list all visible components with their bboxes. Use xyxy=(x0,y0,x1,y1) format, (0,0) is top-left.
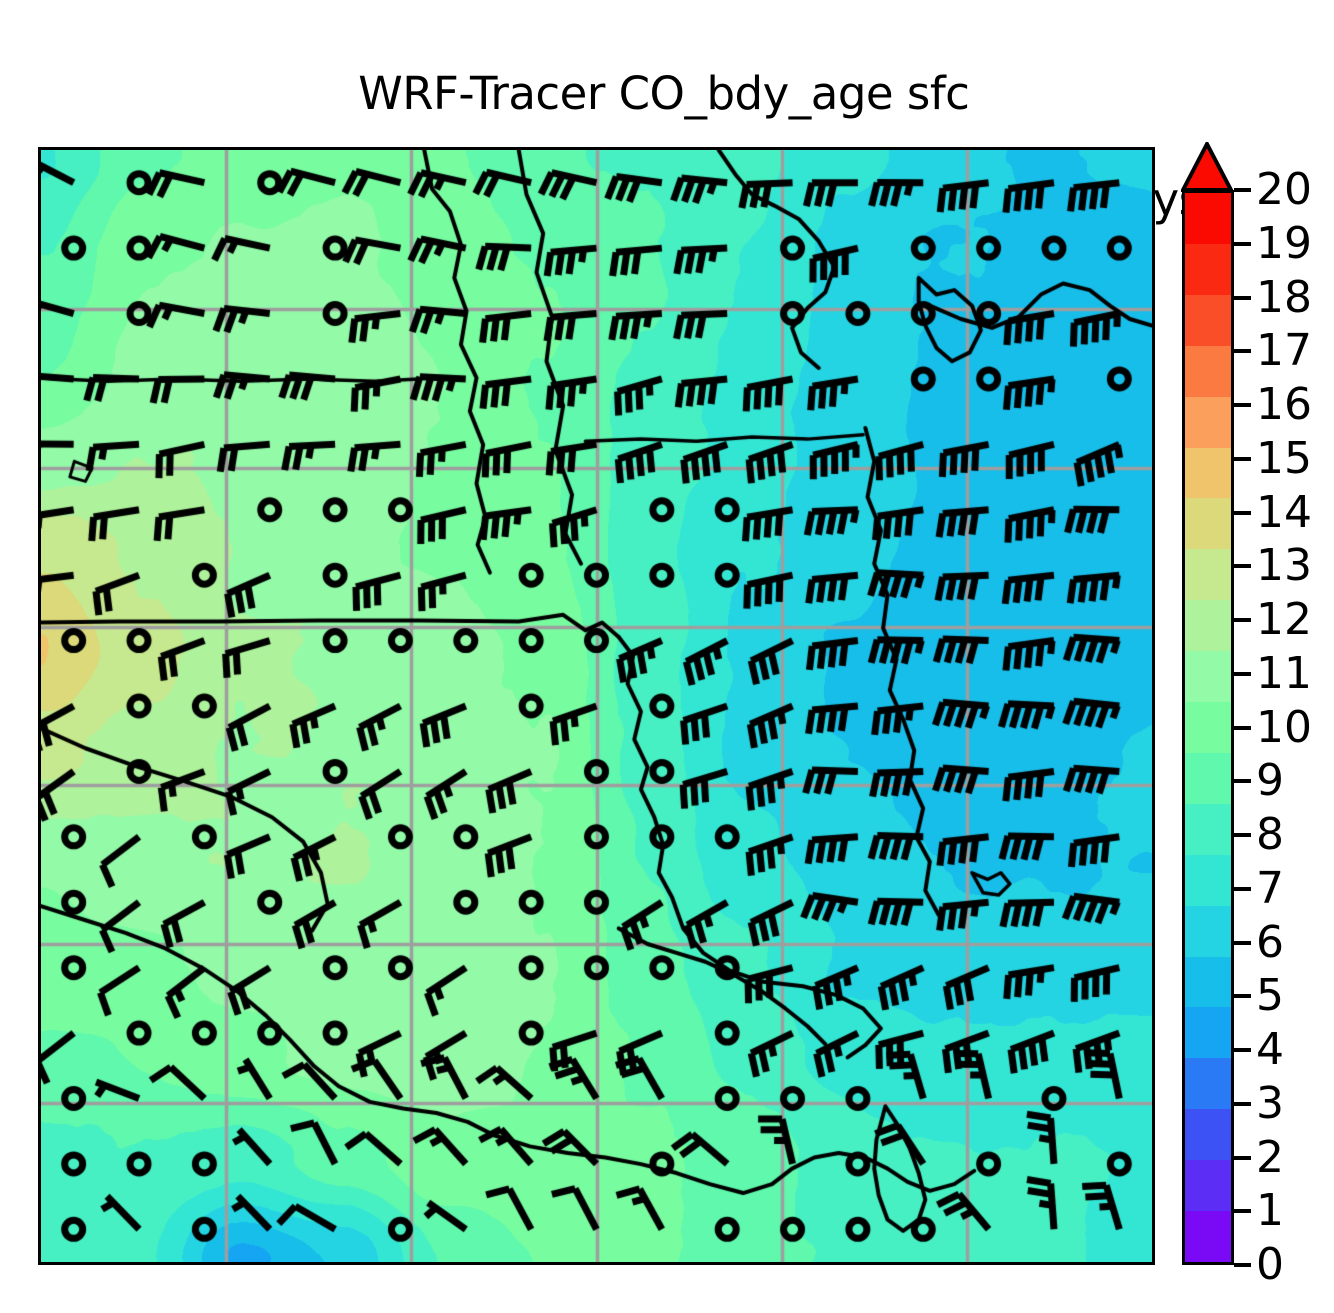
map-overlays-wind-barbs-and-borders xyxy=(41,150,1152,1262)
colorbar-tick-1 xyxy=(1234,1209,1251,1214)
colorbar-label-7: 7 xyxy=(1256,862,1284,914)
map-plot-area xyxy=(38,147,1155,1265)
colorbar-tick-3 xyxy=(1234,1101,1251,1106)
colorbar-tick-18 xyxy=(1234,295,1251,300)
colorbar-tick-4 xyxy=(1234,1048,1251,1052)
colorbar-label-6: 6 xyxy=(1256,916,1284,968)
colorbar-tick-14 xyxy=(1234,510,1251,515)
colorbar-label-8: 8 xyxy=(1256,809,1284,860)
colorbar-label-4: 4 xyxy=(1256,1024,1284,1075)
colorbar-tick-marks xyxy=(1234,188,1264,1267)
colorbar-tick-8 xyxy=(1234,833,1251,837)
colorbar-tick-16 xyxy=(1234,403,1251,407)
colorbar-label-19: 19 xyxy=(1256,217,1312,269)
colorbar-label-1: 1 xyxy=(1256,1185,1284,1237)
colorbar-band-11 xyxy=(1185,651,1231,703)
colorbar-label-9: 9 xyxy=(1256,755,1284,807)
colorbar-band-13 xyxy=(1185,549,1231,601)
colorbar-label-2: 2 xyxy=(1256,1131,1284,1183)
colorbar-tick-labels: 0 1 2 3 4 5 6 7 8 9 10 11 12 13 14 15 16 17 18 19 20 xyxy=(1256,168,1334,1287)
colorbar-tick-11 xyxy=(1234,671,1251,676)
title-line-1: WRF-Tracer CO_bdy_age sfc xyxy=(358,67,970,121)
colorbar-label-13: 13 xyxy=(1256,540,1312,592)
colorbar-tick-19 xyxy=(1234,241,1251,246)
colorbar-tick-9 xyxy=(1234,779,1251,784)
colorbar-label-5: 5 xyxy=(1256,970,1284,1022)
colorbar-tick-10 xyxy=(1234,725,1251,730)
colorbar-band-14 xyxy=(1185,498,1231,550)
colorbar-band-17 xyxy=(1185,345,1231,397)
colorbar-band-16 xyxy=(1185,396,1231,448)
colorbar-tick-6 xyxy=(1234,940,1251,945)
colorbar-label-10: 10 xyxy=(1256,701,1312,753)
colorbar-tick-5 xyxy=(1234,994,1251,999)
colorbar-tick-15 xyxy=(1234,456,1251,461)
colorbar-band-0 xyxy=(1185,1211,1231,1262)
colorbar-band-19 xyxy=(1185,243,1231,295)
colorbar-band-10 xyxy=(1185,702,1231,753)
colorbar-label-17: 17 xyxy=(1256,325,1312,377)
colorbar-band-6 xyxy=(1185,905,1231,957)
colorbar-tick-0 xyxy=(1234,1263,1251,1267)
colorbar-band-8 xyxy=(1185,803,1231,855)
colorbar-band-2 xyxy=(1185,1109,1231,1161)
colorbar-over-range-arrow-icon xyxy=(1181,142,1233,192)
colorbar-band-20 xyxy=(1185,192,1231,244)
colorbar-band-3 xyxy=(1185,1058,1231,1110)
colorbar-band-12 xyxy=(1185,600,1231,652)
colorbar-band-5 xyxy=(1185,956,1231,1008)
colorbar-label-20: 20 xyxy=(1256,164,1312,215)
colorbar-band-9 xyxy=(1185,752,1231,804)
colorbar-label-15: 15 xyxy=(1256,432,1312,484)
colorbar-band-18 xyxy=(1185,294,1231,346)
colorbar-label-18: 18 xyxy=(1256,271,1312,323)
colorbar-label-16: 16 xyxy=(1256,379,1312,430)
colorbar-label-3: 3 xyxy=(1256,1077,1284,1129)
colorbar-band-1 xyxy=(1185,1160,1231,1212)
colorbar-tick-7 xyxy=(1234,886,1251,891)
colorbar-label-0: 0 xyxy=(1256,1239,1284,1290)
colorbar-band-4 xyxy=(1185,1007,1231,1059)
colorbar-tick-20 xyxy=(1234,188,1251,192)
colorbar-tick-17 xyxy=(1234,349,1251,354)
colorbar-tick-13 xyxy=(1234,564,1251,569)
colorbar-tick-2 xyxy=(1234,1155,1251,1160)
colorbar-label-11: 11 xyxy=(1256,647,1312,699)
colorbar-tick-12 xyxy=(1234,618,1251,622)
colorbar-label-12: 12 xyxy=(1256,594,1312,645)
colorbar-gradient-bands xyxy=(1182,190,1234,1265)
colorbar-band-7 xyxy=(1185,854,1231,906)
colorbar-label-14: 14 xyxy=(1256,486,1312,538)
colorbar-band-15 xyxy=(1185,447,1231,499)
colorbar: 0 1 2 3 4 5 6 7 8 9 10 11 12 13 14 15 16 17 18 19 20 xyxy=(1181,142,1312,1287)
